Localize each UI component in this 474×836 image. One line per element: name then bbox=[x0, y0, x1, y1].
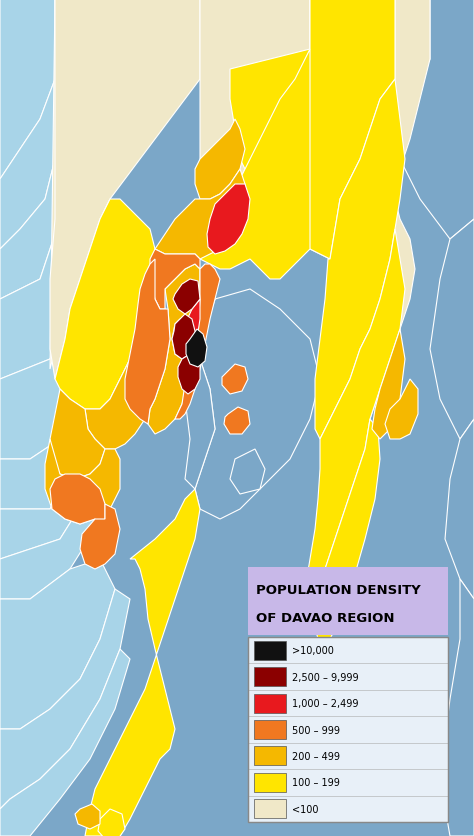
Polygon shape bbox=[200, 50, 310, 280]
Polygon shape bbox=[0, 0, 55, 180]
Polygon shape bbox=[155, 170, 245, 260]
Polygon shape bbox=[312, 640, 325, 669]
Polygon shape bbox=[0, 559, 115, 729]
Bar bbox=[248, 568, 448, 635]
Polygon shape bbox=[230, 0, 395, 260]
Polygon shape bbox=[315, 80, 405, 440]
Polygon shape bbox=[85, 280, 165, 450]
Bar bbox=[254, 773, 286, 792]
Text: <100: <100 bbox=[292, 804, 319, 813]
Bar bbox=[248, 637, 448, 822]
Bar bbox=[254, 720, 286, 739]
Polygon shape bbox=[50, 475, 105, 524]
Polygon shape bbox=[125, 260, 170, 425]
Bar bbox=[254, 641, 286, 660]
Polygon shape bbox=[0, 589, 130, 809]
Polygon shape bbox=[173, 280, 200, 314]
Polygon shape bbox=[50, 390, 105, 479]
Polygon shape bbox=[325, 200, 415, 499]
Polygon shape bbox=[0, 420, 100, 559]
Polygon shape bbox=[85, 489, 200, 836]
Polygon shape bbox=[330, 0, 430, 440]
Polygon shape bbox=[80, 504, 120, 569]
Polygon shape bbox=[175, 265, 220, 420]
Polygon shape bbox=[0, 220, 80, 380]
Polygon shape bbox=[45, 440, 120, 524]
Polygon shape bbox=[55, 200, 155, 410]
Text: 2,500 – 9,999: 2,500 – 9,999 bbox=[292, 672, 359, 682]
Text: 200 – 499: 200 – 499 bbox=[292, 751, 340, 761]
Text: 100 – 199: 100 – 199 bbox=[292, 777, 340, 788]
Polygon shape bbox=[0, 400, 90, 509]
Polygon shape bbox=[178, 339, 200, 395]
Polygon shape bbox=[0, 80, 60, 250]
Polygon shape bbox=[0, 309, 90, 460]
Bar bbox=[254, 799, 286, 818]
Bar bbox=[254, 747, 286, 766]
Polygon shape bbox=[0, 140, 70, 299]
Polygon shape bbox=[430, 220, 474, 440]
Polygon shape bbox=[0, 450, 110, 599]
Bar bbox=[254, 667, 286, 686]
Text: 500 – 999: 500 – 999 bbox=[292, 725, 340, 735]
Polygon shape bbox=[150, 250, 200, 309]
Polygon shape bbox=[400, 0, 474, 240]
Polygon shape bbox=[186, 329, 207, 368]
Text: 1,000 – 2,499: 1,000 – 2,499 bbox=[292, 698, 358, 708]
Polygon shape bbox=[75, 804, 100, 829]
Polygon shape bbox=[148, 265, 200, 435]
Polygon shape bbox=[305, 230, 405, 599]
Text: >10,000: >10,000 bbox=[292, 645, 334, 655]
Polygon shape bbox=[310, 420, 380, 650]
Text: OF DAVAO REGION: OF DAVAO REGION bbox=[256, 611, 394, 624]
Polygon shape bbox=[440, 579, 474, 836]
Polygon shape bbox=[222, 364, 248, 395]
Polygon shape bbox=[200, 0, 310, 260]
Polygon shape bbox=[207, 185, 250, 255]
Polygon shape bbox=[0, 650, 130, 836]
Polygon shape bbox=[50, 0, 200, 370]
Polygon shape bbox=[445, 420, 474, 599]
Polygon shape bbox=[310, 0, 395, 260]
Polygon shape bbox=[172, 314, 197, 359]
Bar bbox=[254, 694, 286, 713]
Polygon shape bbox=[195, 120, 245, 200]
Polygon shape bbox=[185, 299, 215, 489]
Polygon shape bbox=[230, 450, 265, 494]
Polygon shape bbox=[385, 380, 418, 440]
Polygon shape bbox=[372, 329, 405, 440]
Polygon shape bbox=[98, 809, 125, 836]
Bar bbox=[248, 637, 448, 822]
Text: POPULATION DENSITY: POPULATION DENSITY bbox=[256, 583, 421, 596]
Polygon shape bbox=[195, 289, 320, 519]
Polygon shape bbox=[224, 407, 250, 435]
Polygon shape bbox=[50, 0, 200, 380]
Polygon shape bbox=[172, 299, 200, 359]
